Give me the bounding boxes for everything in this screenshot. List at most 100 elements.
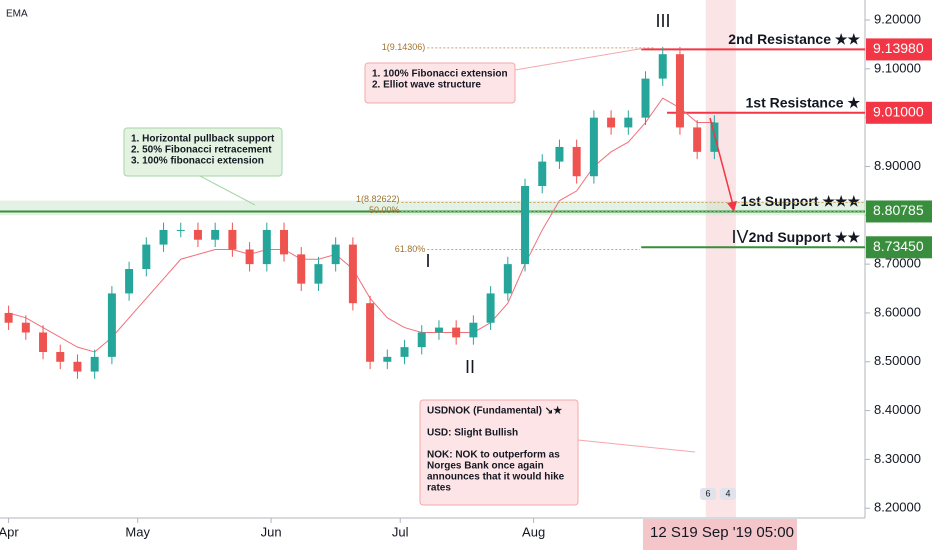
callout-text: Norges Bank once again	[427, 461, 544, 472]
candle-body	[624, 117, 633, 128]
candle-body	[469, 322, 478, 338]
candle-body	[90, 356, 99, 372]
level-value-label: 8.73450	[873, 238, 924, 254]
badge	[700, 488, 716, 500]
callout-text: announces that it would hike	[427, 472, 565, 483]
level-name: 1st Support ★★★	[741, 193, 861, 209]
candle-body	[159, 229, 168, 245]
x-tick-label: Jun	[261, 524, 282, 539]
fib-label: 61.80%	[395, 244, 426, 254]
candle-body	[193, 229, 202, 240]
candle-body	[486, 293, 495, 323]
candle-body	[641, 78, 650, 118]
candle-body	[693, 127, 702, 152]
candle-body	[245, 249, 254, 265]
y-tick-label: 9.20000	[874, 11, 921, 26]
fib-label: 1(9.14306)	[382, 42, 426, 52]
level-value-label: 9.13980	[873, 40, 924, 56]
candle-body	[607, 117, 616, 128]
y-tick-label: 8.40000	[874, 402, 921, 417]
callout-pointer	[577, 439, 696, 453]
fib-label: 50.00%	[369, 205, 400, 215]
callout-text: 2. Elliot wave structure	[372, 80, 481, 91]
candle-body	[503, 264, 512, 294]
indicator-label: EMA	[6, 9, 28, 20]
crosshair-box	[643, 519, 797, 550]
callout-text: 2. 50% Fibonacci retracement	[131, 145, 272, 156]
fib-label: 1(8.82622)	[356, 194, 400, 204]
candle-body	[56, 352, 65, 362]
crosshair-label: 19 Sep '19 05:00	[681, 524, 794, 541]
candle-body	[589, 117, 598, 177]
candle-body	[125, 269, 134, 294]
level-axis-box	[866, 200, 932, 223]
y-tick-label: 8.60000	[874, 304, 921, 319]
badge-label: 6	[705, 488, 710, 498]
crosshair-label: 12 S	[650, 524, 681, 541]
candle-body	[400, 347, 409, 357]
candle-body	[314, 264, 323, 284]
x-tick-label: May	[125, 524, 150, 539]
candle-body	[297, 254, 306, 284]
candle-body	[280, 229, 289, 255]
candle-body	[142, 244, 151, 270]
level-name: 2nd Support ★★	[749, 229, 861, 245]
callout-text: 1. Horizontal pullback support	[131, 134, 275, 145]
candle-body	[228, 229, 237, 250]
candle-body	[211, 229, 220, 240]
callout-pointer	[514, 47, 646, 71]
y-tick-label: 8.30000	[874, 451, 921, 466]
level-name: 1st Resistance ★	[746, 94, 861, 110]
callout-pointer	[199, 175, 256, 206]
callout-box	[364, 62, 516, 104]
x-tick-label: Aug	[522, 524, 545, 539]
wave-label: IV	[731, 227, 748, 247]
level-axis-box	[866, 38, 932, 61]
candle-body	[176, 229, 185, 231]
candle-body	[538, 161, 547, 187]
candle-body	[675, 54, 684, 128]
wave-label: I	[425, 251, 430, 271]
candle-body	[331, 244, 340, 265]
y-tick-label: 8.90000	[874, 158, 921, 173]
forecast-arrowhead	[727, 201, 737, 212]
candle-body	[417, 332, 426, 348]
level-axis-box	[866, 101, 932, 124]
x-tick-label: Apr	[0, 524, 19, 539]
callout-box	[123, 127, 283, 177]
callout-text: NOK: NOK to outperform as	[427, 450, 560, 461]
x-tick-label: Jul	[392, 524, 409, 539]
candle-body	[262, 229, 271, 265]
level-name: 2nd Resistance ★★	[728, 31, 860, 47]
candle-body	[366, 303, 375, 362]
y-tick-label: 9.10000	[874, 60, 921, 75]
callout-text: 3. 100% fibonacci extension	[131, 156, 264, 167]
level-value-label: 9.01000	[873, 103, 924, 119]
highlight-column	[705, 0, 736, 518]
callout-text: 1. 100% Fibonacci extension	[372, 69, 508, 80]
callout-text: rates	[427, 483, 451, 494]
candle-body	[521, 186, 530, 265]
candle-body	[452, 327, 461, 338]
y-tick-label: 8.50000	[874, 353, 921, 368]
candle-body	[39, 332, 48, 353]
forecast-arrow	[709, 117, 734, 206]
y-tick-label: 8.70000	[874, 256, 921, 271]
candle-body	[73, 361, 82, 372]
wave-label: II	[465, 357, 475, 377]
badge-label: 4	[725, 488, 730, 498]
level-axis-box	[866, 236, 932, 259]
candle-body	[383, 356, 392, 362]
badge	[720, 488, 736, 500]
candle-body	[434, 327, 443, 333]
candle-body	[572, 146, 581, 177]
level-value-label: 8.80785	[873, 202, 924, 218]
candle-body	[107, 293, 116, 357]
candle-body	[348, 244, 357, 304]
callout-text: USD: Slight Bullish	[427, 428, 518, 439]
callout-text: USDNOK (Fundamental) ↘★	[427, 406, 562, 417]
callout-box	[419, 399, 579, 506]
candle-body	[555, 146, 564, 162]
candle-body	[658, 54, 667, 79]
